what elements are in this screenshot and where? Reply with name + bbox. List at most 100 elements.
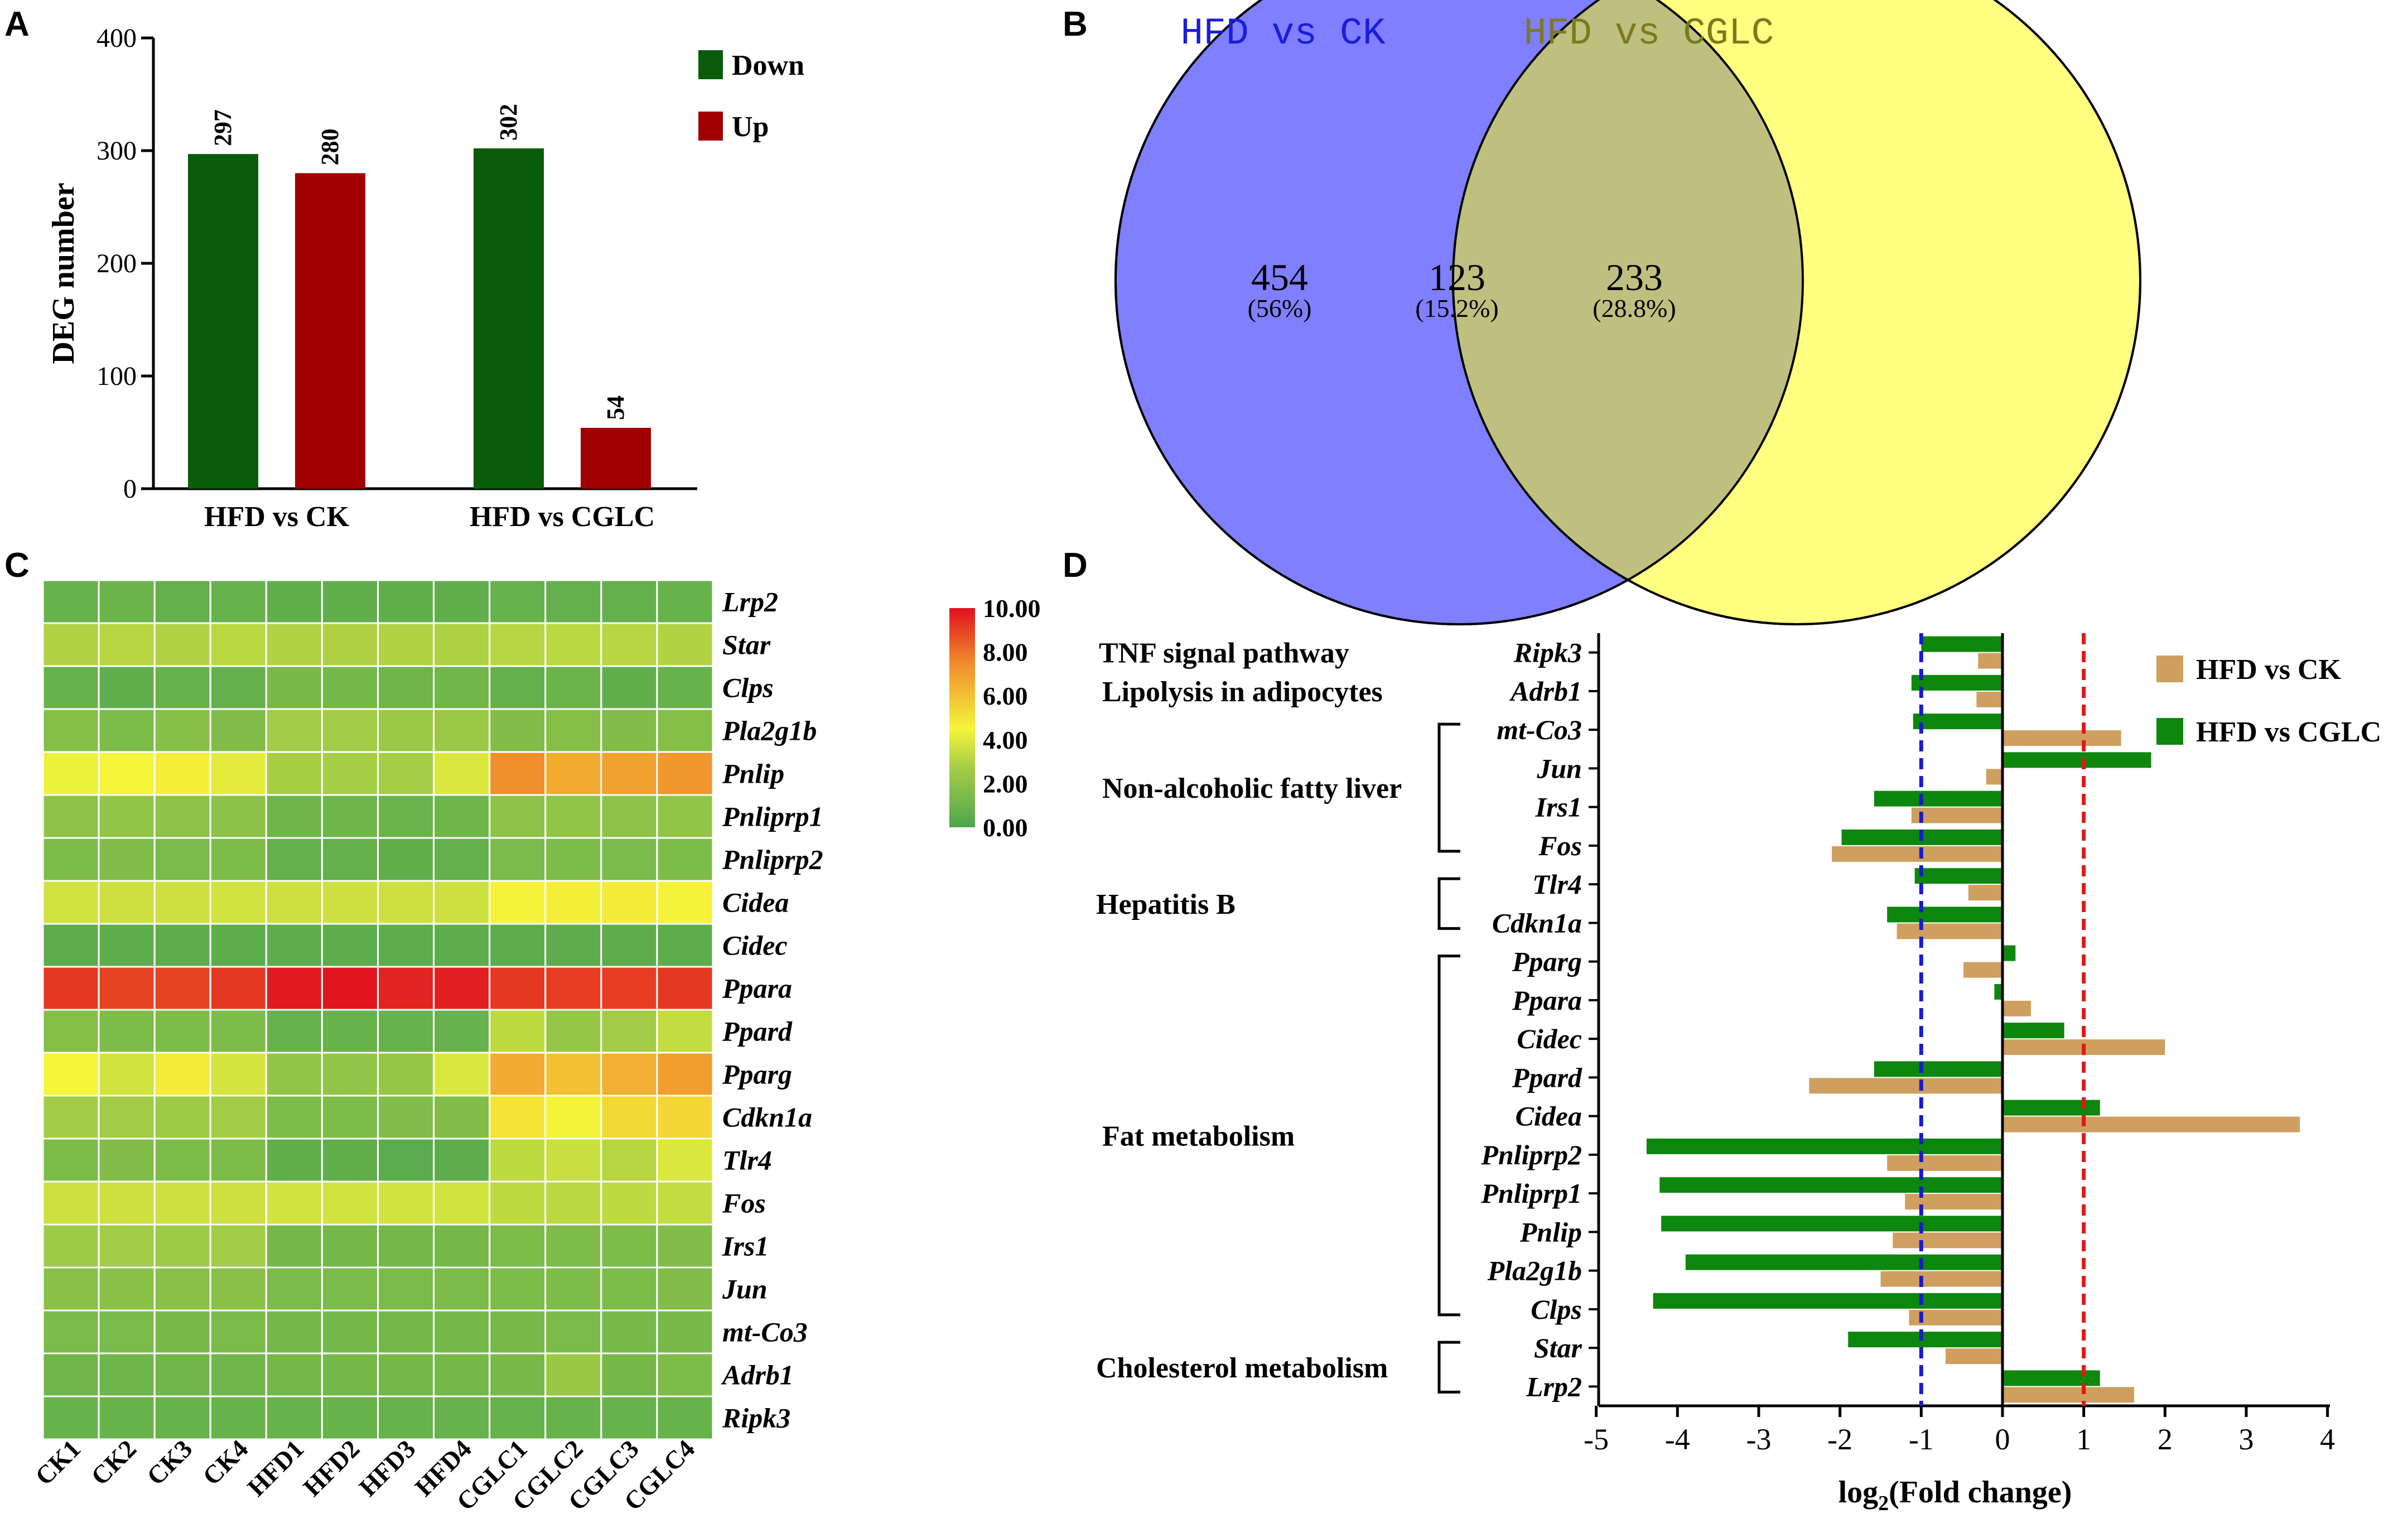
d-x-tick-label: -4 — [1665, 1423, 1690, 1456]
c-heatmap-cell — [265, 1052, 323, 1097]
d-bar-hfd-vs-ck — [2002, 1000, 2031, 1016]
c-heatmap-cell — [321, 665, 379, 710]
c-heatmap-cell — [433, 966, 491, 1011]
c-heatmap-cell — [321, 1095, 379, 1140]
c-row-label: mt-Co3 — [722, 1317, 808, 1348]
c-row-label: Star — [722, 629, 771, 661]
c-heatmap-cell — [153, 1095, 211, 1140]
c-heatmap-cell — [265, 751, 323, 796]
c-heatmap-cell — [153, 708, 211, 753]
venn-title-left: HFD vs CK — [1180, 12, 1385, 55]
c-heatmap-cell — [153, 794, 211, 839]
d-bar-hfd-vs-cglc — [1659, 1177, 2002, 1193]
c-scale-tick-label: 0.00 — [983, 813, 1028, 842]
c-heatmap-cell — [98, 966, 156, 1011]
c-heatmap-cell — [433, 1009, 491, 1054]
c-heatmap-cell — [377, 880, 435, 925]
venn-left-pct: (56%) — [1248, 294, 1312, 322]
c-heatmap-cell — [489, 579, 547, 624]
c-heatmap-cell — [433, 1352, 491, 1397]
c-heatmap-cell — [42, 1266, 100, 1312]
d-x-tick-label: -1 — [1909, 1423, 1934, 1456]
venn-right-pct: (28.8%) — [1593, 294, 1676, 322]
c-heatmap-cell — [544, 1137, 602, 1183]
c-color-scale-bar — [949, 608, 975, 827]
d-bar-hfd-vs-cglc — [1874, 1061, 2002, 1077]
c-heatmap-cell — [656, 1352, 714, 1397]
c-heatmap-cell — [209, 665, 267, 710]
d-bar-hfd-vs-cglc — [1653, 1293, 2002, 1309]
c-heatmap-cell — [321, 1309, 379, 1355]
c-row-label: Ppard — [722, 1016, 793, 1047]
c-row-label: Irs1 — [722, 1231, 769, 1262]
d-bar-hfd-vs-cglc — [1848, 1332, 2002, 1348]
d-bar-hfd-vs-ck — [1893, 1232, 2002, 1249]
c-heatmap-cell — [209, 1223, 267, 1269]
panel-b-venn: HFD vs CK HFD vs CGLC 454 (56%) 123 (15.… — [1114, 0, 2141, 625]
c-heatmap-cell — [433, 1266, 491, 1312]
c-scale-tick-label: 2.00 — [983, 769, 1028, 798]
c-heatmap-cell — [544, 923, 602, 968]
d-bar-hfd-vs-cglc — [1911, 674, 2002, 691]
d-gene-label: Pnliprp1 — [1480, 1178, 1582, 1209]
c-row-label: Cdkn1a — [722, 1102, 812, 1133]
c-row-label: Jun — [722, 1274, 768, 1305]
d-bar-hfd-vs-cglc — [1685, 1254, 2002, 1270]
c-scale-tick-label: 10.00 — [983, 594, 1041, 623]
c-heatmap-cell — [377, 966, 435, 1011]
c-heatmap-cell — [433, 622, 491, 667]
d-bar-hfd-vs-ck — [1897, 923, 2002, 939]
c-heatmap-cell — [377, 837, 435, 882]
c-column-labels: CK1CK2CK3CK4HFD1HFD2HFD3HFD4CGLC1CGLC2CG… — [30, 1434, 700, 1516]
c-heatmap-cell — [265, 622, 323, 667]
c-heatmap-cell — [433, 837, 491, 882]
c-heatmap-cell — [377, 794, 435, 839]
c-heatmap-cell — [600, 1052, 658, 1097]
c-heatmap-cell — [600, 1223, 658, 1269]
c-heatmap-cell — [153, 880, 211, 925]
c-heatmap-cell — [98, 837, 156, 882]
a-bar-up — [581, 427, 651, 489]
c-heatmap-cell — [600, 1309, 658, 1355]
d-gene-label: Cidea — [1516, 1101, 1582, 1132]
d-group-bracket — [1437, 877, 1460, 930]
c-heatmap-cell — [544, 579, 602, 624]
c-row-label: Pla2g1b — [722, 715, 817, 746]
c-column-label: CK1 — [30, 1434, 86, 1491]
d-bar-hfd-vs-ck — [1887, 1155, 2002, 1171]
c-heatmap-cell — [433, 579, 491, 624]
c-heatmap-cell — [42, 1223, 100, 1269]
d-gene-label: Ripk3 — [1513, 637, 1582, 668]
d-bar-hfd-vs-ck — [1809, 1078, 2002, 1094]
d-group-bracket — [1437, 1341, 1460, 1394]
c-heatmap-cell — [42, 1009, 100, 1054]
d-bar-hfd-vs-cglc — [2002, 752, 2151, 768]
a-bar-value-label: 297 — [209, 109, 237, 146]
c-heatmap-cell — [321, 923, 379, 968]
c-row-label: Cidea — [722, 887, 789, 918]
c-heatmap-cell — [656, 1137, 714, 1183]
c-heatmap-cell — [98, 1009, 156, 1054]
c-heatmap-cell — [265, 1180, 323, 1226]
c-heatmap-cell — [209, 1095, 267, 1140]
d-bar-hfd-vs-ck — [1963, 962, 2002, 978]
d-bar-hfd-vs-cglc — [2002, 1023, 2064, 1039]
a-y-tick-label: 400 — [96, 23, 137, 53]
c-heatmap-cell — [433, 665, 491, 710]
c-heatmap-cell — [98, 923, 156, 968]
c-heatmap-cell — [153, 1395, 211, 1440]
c-heatmap-cell — [42, 708, 100, 753]
c-heatmap-cell — [265, 880, 323, 925]
c-heatmap-cell — [600, 1180, 658, 1226]
c-heatmap-cell — [321, 751, 379, 796]
c-row-label: Fos — [722, 1188, 766, 1219]
c-heatmap-cell — [209, 1180, 267, 1226]
c-row-label: Clps — [722, 672, 774, 703]
c-heatmap-cell — [209, 1137, 267, 1183]
c-heatmap-cell — [433, 1309, 491, 1355]
c-heatmap-cell — [377, 1223, 435, 1269]
d-bar-hfd-vs-cglc — [1914, 868, 2002, 884]
d-bar-hfd-vs-ck — [1986, 769, 2002, 785]
panel-letter-d: D — [1063, 546, 1088, 585]
panel-letter-a: A — [4, 5, 30, 44]
